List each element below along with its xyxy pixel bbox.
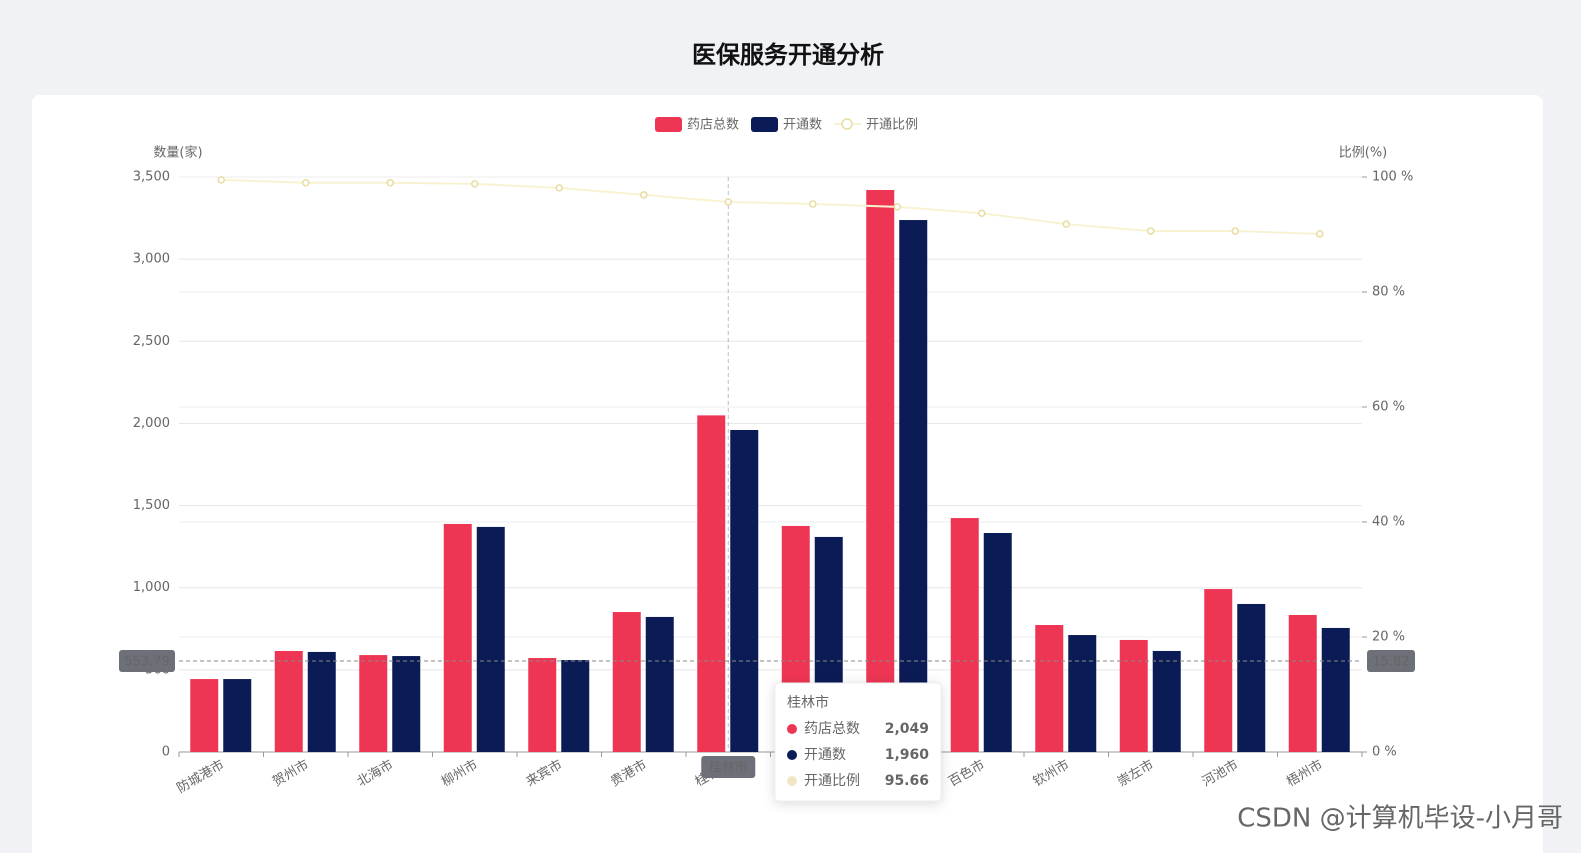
bar xyxy=(1152,650,1181,752)
legend-swatch xyxy=(655,117,682,132)
y-tick-label: 1,000 xyxy=(133,580,170,595)
ratio-point xyxy=(302,179,310,187)
ratio-point xyxy=(893,203,901,211)
y-axis-label: 数量(家) xyxy=(153,145,202,161)
bar xyxy=(1119,639,1148,752)
bar xyxy=(528,658,557,752)
bar xyxy=(730,430,759,752)
legend-swatch xyxy=(751,117,779,132)
bar xyxy=(561,660,590,752)
tooltip-name: 开通数 xyxy=(804,747,846,763)
bar xyxy=(476,526,505,752)
ratio-point xyxy=(1147,227,1155,235)
tooltip-value: 1,960 xyxy=(885,747,930,763)
bar xyxy=(697,415,726,752)
pointer-badge xyxy=(1367,650,1415,673)
y2-tick-label: 20 % xyxy=(1372,630,1405,645)
ratio-point xyxy=(217,176,225,184)
tooltip-value: 2,049 xyxy=(885,721,929,737)
bar xyxy=(1204,589,1233,752)
tooltip-dot xyxy=(787,776,797,786)
y2-tick-label: 100 % xyxy=(1372,170,1413,185)
ratio-point xyxy=(978,209,986,217)
pointer-label: 553.79 xyxy=(124,655,170,670)
ratio-point xyxy=(640,191,648,199)
legend-swatch xyxy=(841,118,853,130)
bar xyxy=(190,679,219,752)
y2-tick-label: 80 % xyxy=(1372,285,1405,300)
watermark: CSDN @计算机毕设-小月哥 xyxy=(1237,804,1563,834)
bar xyxy=(899,220,928,753)
pointer-label: 15.82 xyxy=(1372,655,1409,670)
y2-tick-label: 0 % xyxy=(1372,745,1397,760)
bar xyxy=(1035,625,1064,752)
bar xyxy=(1288,614,1317,752)
y2-tick-label: 60 % xyxy=(1372,400,1405,415)
legend-label: 药店总数 xyxy=(687,118,739,133)
y-tick-label: 3,000 xyxy=(133,252,170,267)
bar xyxy=(612,612,641,752)
y2-axis-label: 比例(%) xyxy=(1339,146,1388,161)
tooltip-name: 药店总数 xyxy=(804,721,860,737)
y-tick-label: 0 xyxy=(162,745,170,760)
chart-title: 医保服务开通分析 xyxy=(692,41,884,69)
bar xyxy=(307,651,336,752)
y-tick-label: 3,500 xyxy=(133,170,170,185)
bar xyxy=(1321,627,1350,752)
y-tick-label: 2,000 xyxy=(133,416,170,431)
tooltip-value: 95.66 xyxy=(885,773,929,789)
ratio-point xyxy=(555,184,563,192)
bar xyxy=(983,533,1012,752)
bar xyxy=(223,679,252,752)
bar xyxy=(274,650,303,752)
ratio-point xyxy=(1231,227,1239,235)
tooltip-title: 桂林市 xyxy=(787,694,829,711)
legend-label: 开通比例 xyxy=(866,118,918,133)
legend-label: 开通数 xyxy=(783,118,822,133)
bar xyxy=(866,189,895,752)
ratio-point xyxy=(724,198,732,206)
tooltip-dot xyxy=(787,750,797,760)
bar xyxy=(950,518,979,752)
tooltip-box xyxy=(774,682,942,802)
ratio-point xyxy=(1062,220,1070,228)
y2-tick-label: 40 % xyxy=(1372,515,1405,530)
tooltip-name: 开通比例 xyxy=(804,773,860,789)
bar xyxy=(1237,603,1266,752)
bar xyxy=(645,616,674,752)
pointer-badge xyxy=(701,756,756,778)
tooltip-dot xyxy=(787,724,797,734)
ratio-line xyxy=(221,178,1320,235)
y-tick-label: 1,500 xyxy=(133,498,170,513)
pointer-label: 桂林市 xyxy=(709,760,748,776)
bar xyxy=(392,656,421,752)
bar xyxy=(443,523,472,752)
pointer-badge xyxy=(119,650,175,673)
ratio-point xyxy=(809,200,817,208)
ratio-point xyxy=(471,180,479,188)
ratio-point xyxy=(1316,230,1324,238)
bar xyxy=(1068,635,1097,752)
ratio-point xyxy=(386,179,394,187)
y-tick-label: 2,500 xyxy=(133,334,170,349)
bar xyxy=(359,655,388,752)
